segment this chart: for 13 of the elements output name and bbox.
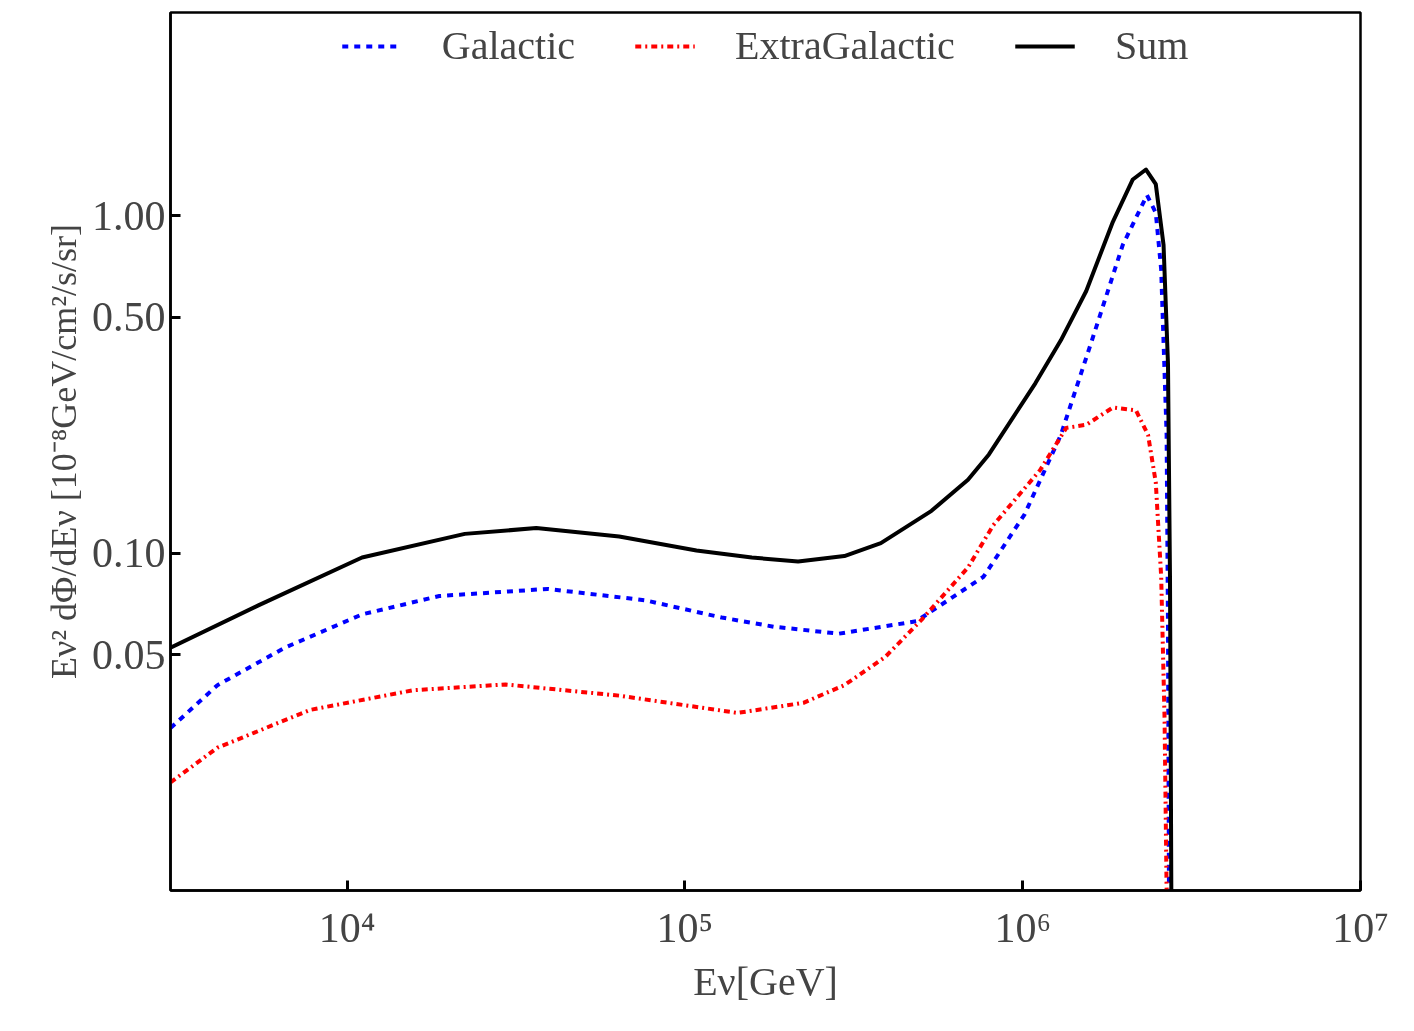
- y-tick-label: 0.50: [92, 294, 166, 341]
- y-tick-label: 1.00: [92, 192, 166, 239]
- x-tick-label: 10⁵: [656, 904, 714, 951]
- x-tick-label: 10⁷: [1332, 904, 1389, 951]
- legend-label: Sum: [1114, 22, 1189, 69]
- y-tick-label: 0.10: [92, 530, 166, 577]
- y-axis-title: Eν² dΦ/dEν [10⁻⁸GeV/cm²/s/sr]: [44, 224, 84, 679]
- legend-label: Galactic: [441, 22, 576, 69]
- y-tick-label: 0.05: [92, 631, 166, 678]
- x-tick-label: 10⁴: [318, 904, 376, 951]
- legend-label: ExtraGalactic: [735, 22, 955, 69]
- x-tick-label: 10⁶: [994, 904, 1052, 951]
- x-axis-title: Eν[GeV]: [693, 958, 838, 1004]
